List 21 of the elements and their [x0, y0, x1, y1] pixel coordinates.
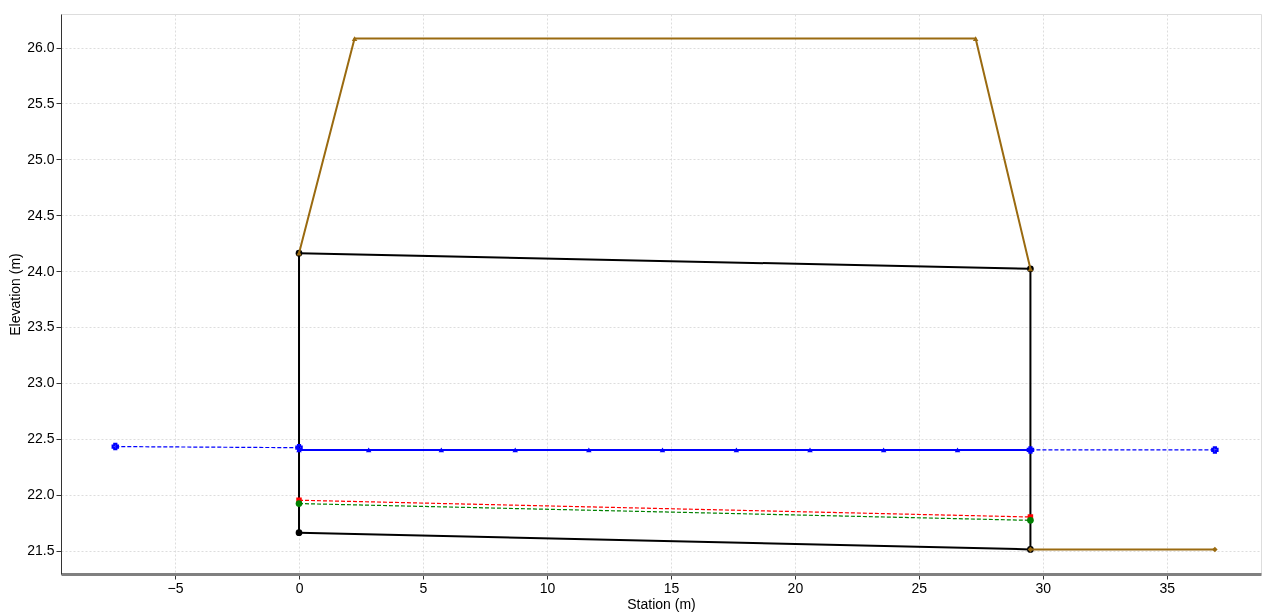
x-tick-label: 10 — [539, 579, 556, 596]
x-tick-label: 30 — [1035, 579, 1052, 596]
x-tick-label: 0 — [295, 579, 304, 596]
x-axis-title: Station (m) — [627, 595, 696, 612]
y-tick-label: 23.5 — [27, 318, 55, 335]
x-tick-label: 35 — [1159, 579, 1176, 596]
y-tick-label: 21.5 — [27, 542, 55, 559]
y-tick-label: 22.0 — [27, 486, 55, 503]
y-tick-label: 22.5 — [27, 430, 55, 447]
y-tick-label: 24.5 — [27, 206, 55, 223]
y-tick-label: 23.0 — [27, 374, 55, 391]
y-tick-label: 25.5 — [27, 94, 55, 111]
y-axis-title: Elevation (m) — [7, 253, 24, 336]
y-tick-label: 24.0 — [27, 262, 55, 279]
x-tick-label: 5 — [419, 579, 428, 596]
y-tick-label: 25.0 — [27, 150, 55, 167]
x-tick-label: 15 — [663, 579, 680, 596]
x-tick-label: 25 — [911, 579, 928, 596]
y-tick-label: 26.0 — [27, 39, 55, 56]
x-tick-label: −5 — [167, 579, 184, 596]
x-tick-label: 20 — [787, 579, 804, 596]
